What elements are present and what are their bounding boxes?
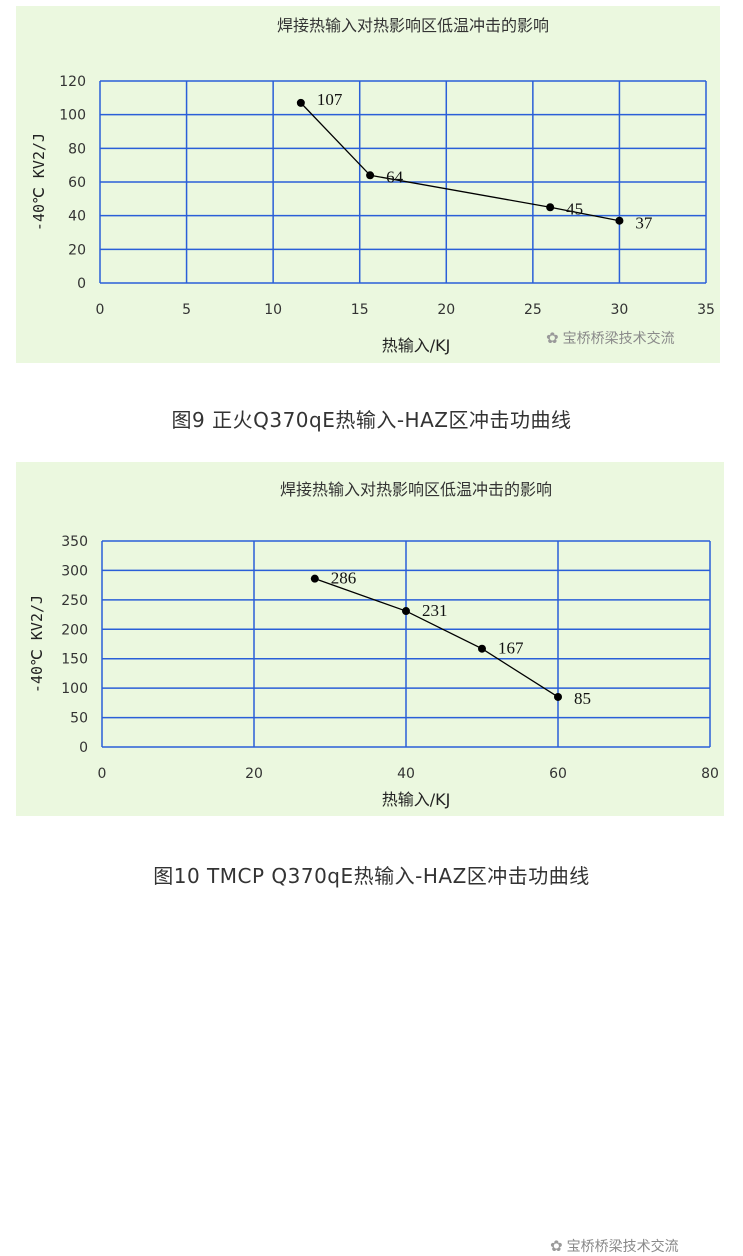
watermark-2: ✿ 宝桥桥梁技术交流: [550, 1237, 679, 1255]
data-label: 37: [635, 214, 653, 233]
chart-panel-2: 0 50 100 150 200 250 300 350 0 20 40 60 80 焊接热输入对热影响区…: [16, 462, 724, 1255]
x-tick-label: 10: [264, 302, 282, 318]
y-tick-label: 100: [59, 108, 86, 124]
x-tick-label: 40: [397, 766, 415, 782]
y-tick-label: 50: [70, 711, 88, 727]
data-point: [310, 574, 319, 583]
y-tick-label: 120: [59, 74, 86, 90]
y-tick-label: 20: [68, 242, 86, 258]
data-point: [402, 607, 410, 616]
series-line: [314, 578, 559, 698]
data-label: 167: [498, 639, 524, 658]
data-point: [615, 216, 624, 225]
figure-caption-1: 图9 正火Q370qE热输入-HAZ区冲击功曲线: [171, 408, 572, 432]
x-tick-label: 0: [98, 766, 107, 782]
chart-panel-1: 0 20 40 60 80 100 120 0 5 10 15 20 25 30 35 焊接热输入对热影响区低…: [16, 6, 720, 363]
y-tick-label: 0: [79, 740, 88, 756]
data-point: [554, 692, 562, 701]
x-tick-label: 25: [524, 302, 542, 318]
y-tick-label: 100: [61, 681, 88, 697]
x-tick-label: 30: [611, 302, 629, 318]
data-point: [296, 98, 305, 107]
y-tick-label: 150: [61, 652, 88, 668]
data-point: [478, 644, 486, 653]
chart-1: 0 20 40 60 80 100 120 0 5 10 15 20 25 30 35 焊接热输入对热影响区低…: [30, 16, 715, 355]
figure-caption-2: 图10 TMCP Q370qE热输入-HAZ区冲击功曲线: [153, 864, 590, 888]
data-label: 107: [317, 90, 343, 109]
x-tick-label: 20: [245, 766, 263, 782]
x-tick-label: 20: [437, 302, 455, 318]
y-tick-label: 350: [61, 534, 88, 550]
x-tick-label: 60: [549, 766, 567, 782]
watermark-1: ✿ 宝桥桥梁技术交流: [546, 329, 675, 347]
x-tick-label: 80: [701, 766, 719, 782]
data-label: 231: [422, 601, 448, 620]
chart-2: 0 50 100 150 200 250 300 350 0 20 40 60 80 焊接热输入对热影响区…: [28, 480, 719, 809]
wechat-icon: ✿: [550, 1237, 563, 1255]
wechat-icon: ✿: [546, 329, 559, 347]
y-tick-label: 300: [61, 563, 88, 579]
y-axis-label: -40℃ KV2/J: [28, 595, 46, 693]
x-axis-label: 热输入/KJ: [382, 336, 451, 355]
y-tick-label: 40: [68, 209, 86, 225]
chart-title: 焊接热输入对热影响区低温冲击的影响: [277, 16, 549, 35]
y-tick-label: 200: [61, 622, 88, 638]
data-label: 85: [574, 689, 591, 708]
chart-title: 焊接热输入对热影响区低温冲击的影响: [280, 480, 552, 499]
x-tick-label: 5: [182, 302, 191, 318]
data-point: [546, 203, 555, 212]
series-line: [300, 102, 620, 222]
data-label: 286: [331, 569, 357, 588]
y-tick-label: 250: [61, 593, 88, 609]
x-axis-label: 热输入/KJ: [382, 790, 451, 809]
data-label: 45: [566, 199, 583, 218]
y-tick-label: 0: [77, 276, 86, 292]
data-label: 64: [386, 167, 404, 186]
y-axis-label: -40℃ KV2/J: [30, 133, 48, 231]
x-tick-label: 0: [96, 302, 105, 318]
y-tick-label: 80: [68, 141, 86, 157]
x-tick-label: 35: [697, 302, 715, 318]
x-tick-label: 15: [351, 302, 369, 318]
data-point: [366, 171, 375, 180]
y-tick-label: 60: [68, 175, 86, 191]
